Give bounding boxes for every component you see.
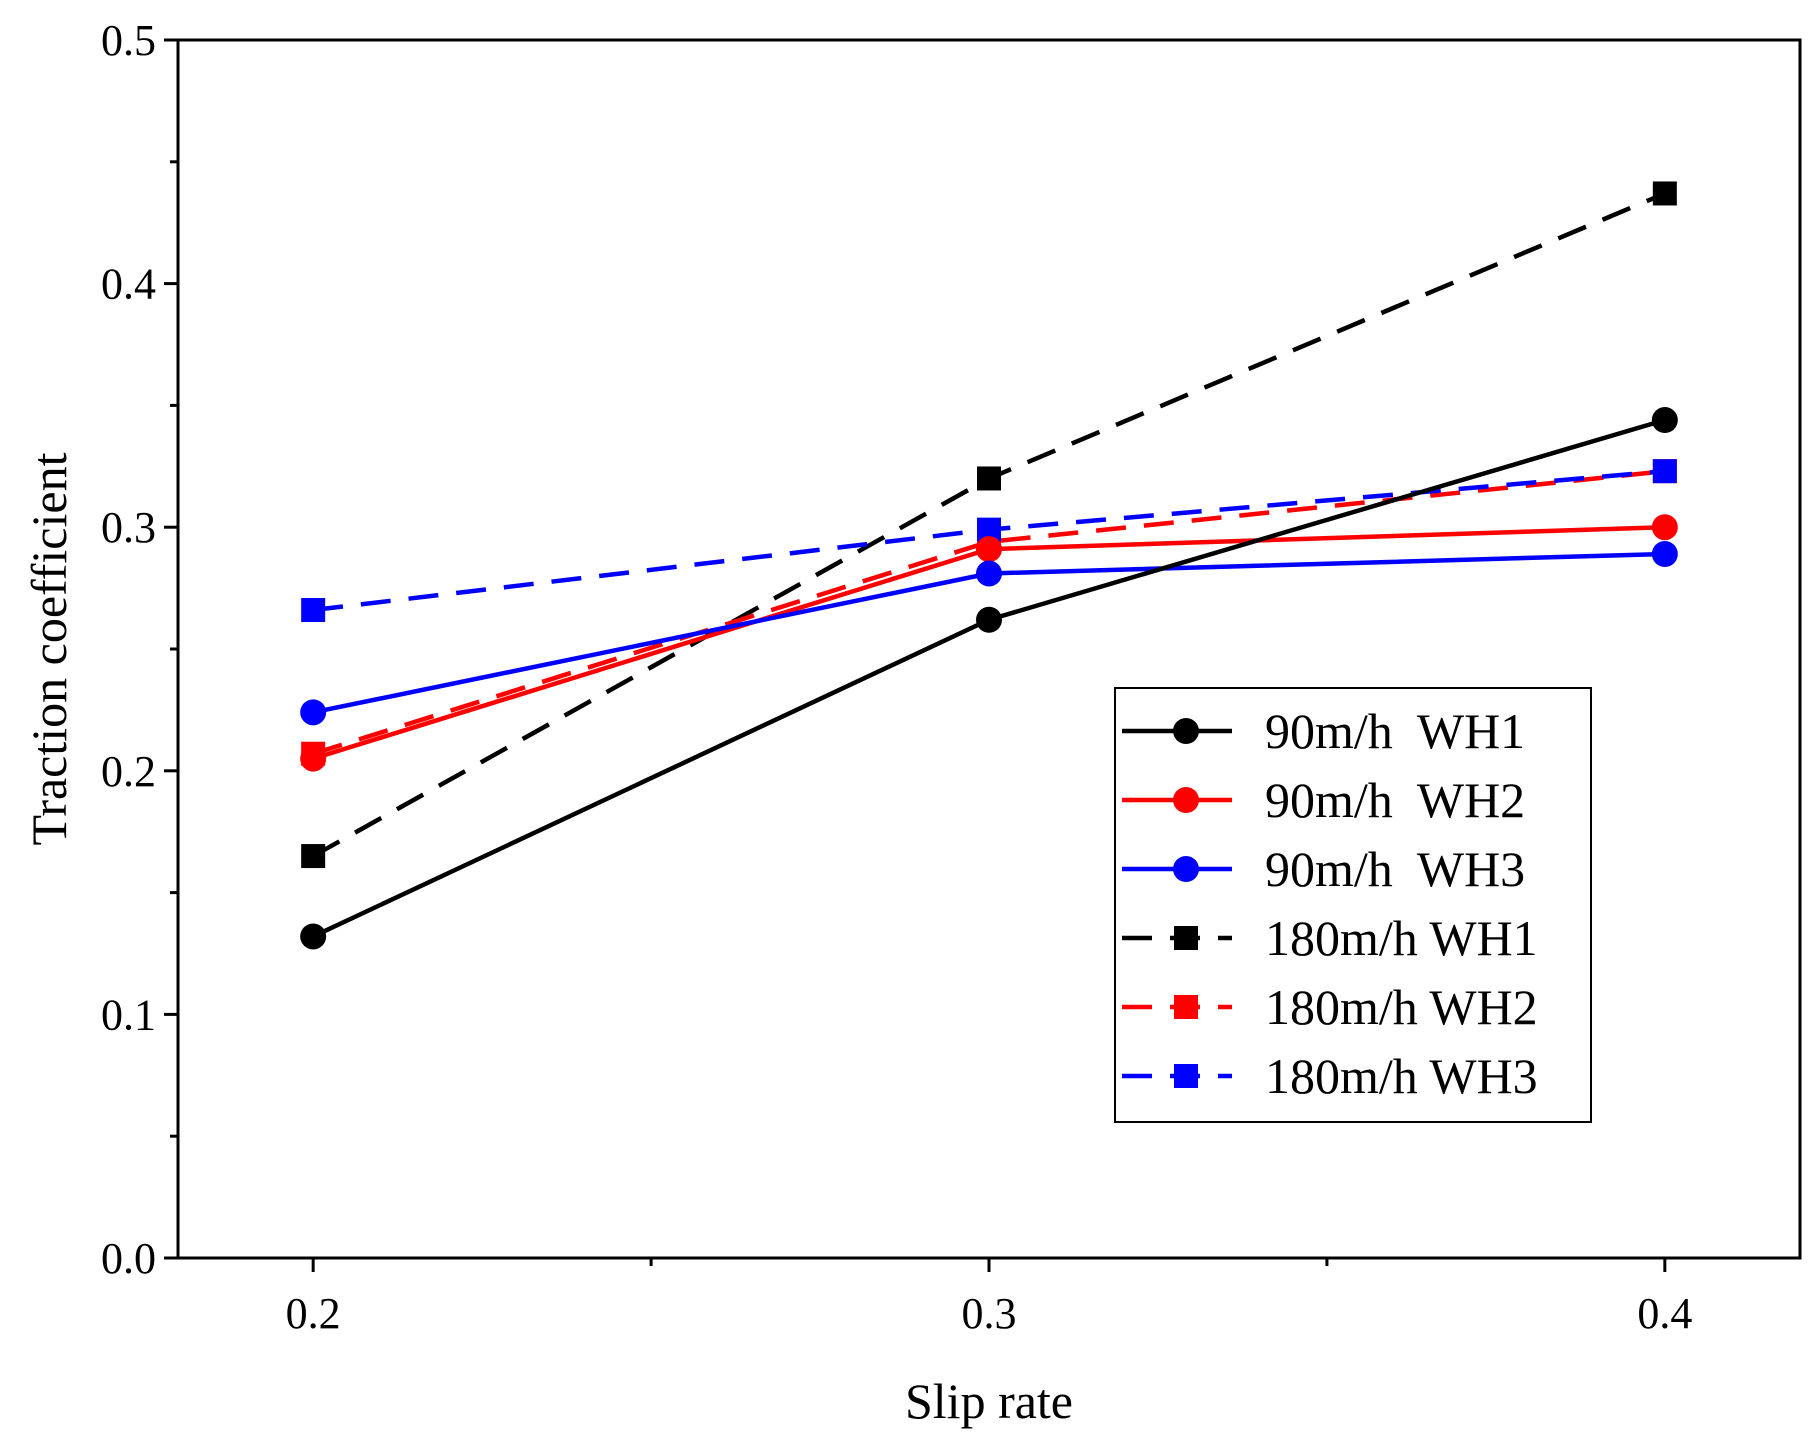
legend-label: 90m/h WH1 xyxy=(1265,703,1525,759)
legend-marker xyxy=(1174,1064,1198,1088)
x-axis-title: Slip rate xyxy=(905,1373,1073,1429)
series-2 xyxy=(300,540,1678,726)
legend-label: 180m/h WH3 xyxy=(1265,1048,1538,1104)
series-line xyxy=(312,468,1666,756)
legend-box xyxy=(1114,687,1592,1123)
data-point xyxy=(1651,540,1678,567)
data-point xyxy=(976,606,1002,633)
x-tick-label: 0.4 xyxy=(1637,1289,1692,1338)
data-point xyxy=(1652,459,1677,484)
series-0 xyxy=(300,407,1678,950)
x-tick-label: 0.3 xyxy=(962,1289,1017,1338)
series-3 xyxy=(301,181,1677,869)
series-5 xyxy=(301,459,1677,623)
y-tick-label: 0.5 xyxy=(101,16,156,65)
legend-marker xyxy=(1173,787,1199,813)
data-point xyxy=(300,699,327,726)
y-tick-label: 0.1 xyxy=(101,990,156,1039)
data-point xyxy=(1651,514,1678,541)
y-axis: 0.0 0.1 0.2 0.3 0.4 0.5 xyxy=(101,16,178,1283)
data-point xyxy=(301,598,326,623)
y-axis-title: Traction coefficient xyxy=(21,452,77,845)
legend-label: 180m/h WH2 xyxy=(1265,979,1538,1035)
legend-marker xyxy=(1173,856,1199,882)
data-point xyxy=(301,844,326,869)
x-axis: 0.2 0.3 0.4 xyxy=(286,1258,1692,1338)
data-point xyxy=(976,560,1002,587)
legend-label: 90m/h WH3 xyxy=(1265,841,1525,897)
y-tick-label: 0.4 xyxy=(101,260,156,309)
legend-marker xyxy=(1173,718,1199,744)
y-tick-label: 0.0 xyxy=(101,1234,156,1283)
legend: 90m/h WH1 90m/h WH2 90m/h WH3 180m/h WH1 180… xyxy=(1114,687,1592,1123)
legend-label: 90m/h WH2 xyxy=(1265,772,1525,828)
data-point xyxy=(300,745,327,772)
series-1 xyxy=(300,514,1678,772)
data-point xyxy=(976,536,1002,563)
data-point xyxy=(1652,181,1677,206)
legend-marker xyxy=(1174,995,1198,1019)
y-tick-label: 0.2 xyxy=(101,747,156,796)
x-tick-label: 0.2 xyxy=(286,1289,341,1338)
data-point xyxy=(1651,407,1678,434)
legend-marker xyxy=(1174,926,1198,950)
data-point xyxy=(300,923,327,950)
legend-label: 180m/h WH1 xyxy=(1265,910,1538,966)
data-point xyxy=(977,466,1001,491)
y-tick-label: 0.3 xyxy=(101,503,156,552)
series-layer xyxy=(300,181,1678,950)
